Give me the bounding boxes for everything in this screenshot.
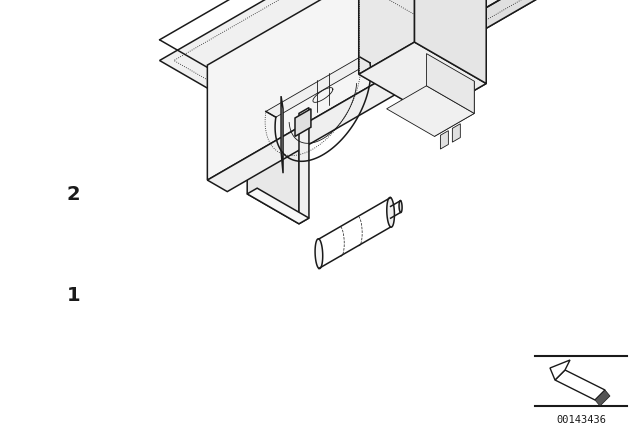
Polygon shape — [207, 81, 399, 192]
Polygon shape — [359, 42, 486, 116]
Polygon shape — [359, 0, 415, 74]
Polygon shape — [159, 0, 542, 139]
Text: 1: 1 — [67, 286, 81, 305]
Polygon shape — [299, 108, 309, 224]
Polygon shape — [426, 54, 474, 113]
Polygon shape — [266, 57, 370, 117]
Polygon shape — [387, 86, 474, 136]
Polygon shape — [431, 0, 486, 116]
Text: 2: 2 — [67, 185, 81, 204]
Polygon shape — [399, 201, 402, 212]
Polygon shape — [555, 370, 605, 400]
Polygon shape — [435, 81, 474, 136]
Polygon shape — [440, 131, 449, 149]
Polygon shape — [387, 198, 394, 227]
Polygon shape — [295, 109, 311, 136]
Text: 00143436: 00143436 — [556, 415, 606, 425]
Polygon shape — [595, 390, 610, 406]
Polygon shape — [415, 0, 486, 83]
Polygon shape — [281, 96, 283, 173]
Polygon shape — [315, 239, 323, 268]
Polygon shape — [295, 0, 542, 139]
Polygon shape — [247, 188, 309, 224]
Polygon shape — [207, 0, 379, 180]
Polygon shape — [550, 360, 570, 380]
Polygon shape — [211, 0, 474, 121]
Polygon shape — [247, 83, 299, 224]
Polygon shape — [452, 124, 460, 142]
